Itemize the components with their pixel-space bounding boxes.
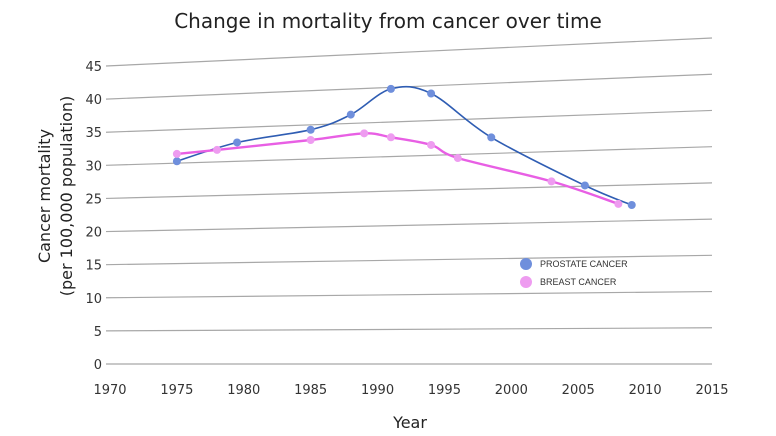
y-tick-label: 15 (85, 259, 102, 274)
data-point-prostate-cancer (627, 201, 636, 210)
data-point-breast-cancer (306, 135, 315, 144)
gridline-y-20 (105, 218, 713, 233)
data-point-breast-cancer (427, 140, 436, 149)
data-point-prostate-cancer (233, 138, 242, 147)
gridline-y-25 (105, 182, 713, 200)
data-point-breast-cancer (172, 149, 181, 158)
data-point-breast-cancer (614, 199, 623, 208)
x-tick-label: 2005 (562, 383, 595, 398)
gridline-y-35 (105, 109, 713, 133)
x-tick-label: 2010 (629, 383, 662, 398)
data-point-prostate-cancer (580, 181, 589, 190)
x-tick-label: 1975 (160, 383, 193, 398)
data-point-breast-cancer (213, 145, 222, 154)
data-point-breast-cancer (386, 133, 395, 142)
data-point-prostate-cancer (172, 157, 181, 166)
x-tick-label: 1970 (93, 383, 126, 398)
data-point-prostate-cancer (386, 84, 395, 93)
x-tick-label: 1995 (428, 383, 461, 398)
y-tick-label: 30 (85, 159, 102, 174)
data-point-prostate-cancer (306, 125, 315, 134)
x-tick-label: 2015 (695, 383, 728, 398)
y-tick-label: 5 (94, 325, 102, 340)
y-tick-label: 45 (85, 60, 102, 75)
y-tick-label: 20 (85, 226, 102, 241)
legend-marker-prostate (520, 258, 532, 270)
gridline-y-30 (105, 146, 713, 166)
data-point-prostate-cancer (346, 110, 355, 119)
gridline-y-15 (105, 254, 713, 266)
y-axis-label-line-1: Cancer mortality (35, 129, 54, 263)
data-point-breast-cancer (360, 129, 369, 138)
y-tick-label: 0 (94, 358, 102, 373)
gridline-y-45 (105, 37, 713, 67)
x-tick-label: 1980 (227, 383, 260, 398)
legend-label-breast: BREAST CANCER (540, 277, 617, 287)
chart-title: Change in mortality from cancer over tim… (174, 9, 602, 33)
x-axis-label: Year (392, 413, 427, 432)
y-tick-label: 25 (85, 192, 102, 207)
x-tick-label: 1985 (294, 383, 327, 398)
legend-marker-breast (520, 276, 532, 288)
x-tick-label: 1990 (361, 383, 394, 398)
y-tick-label: 10 (85, 292, 102, 307)
y-tick-label: 35 (85, 126, 102, 141)
data-point-breast-cancer (547, 177, 556, 186)
data-point-prostate-cancer (487, 133, 496, 142)
tick-labels: 0 5 10 15 20 25 30 35 40 45 1970 1975 1980 1985 1990 19… (85, 60, 728, 398)
legend: PROSTATE CANCER BREAST CANCER (520, 258, 628, 288)
y-tick-label: 40 (85, 93, 102, 108)
gridline-y-10 (105, 290, 713, 299)
legend-label-prostate: PROSTATE CANCER (540, 259, 628, 269)
x-tick-label: 2000 (495, 383, 528, 398)
data-point-prostate-cancer (427, 89, 436, 98)
y-axis-label: Cancer mortality (per 100,000 population… (35, 96, 76, 297)
gridline-y-5 (105, 327, 713, 332)
y-axis-label-line-2: (per 100,000 population) (57, 96, 76, 297)
data-point-breast-cancer (453, 154, 462, 163)
series-layer (172, 84, 636, 210)
